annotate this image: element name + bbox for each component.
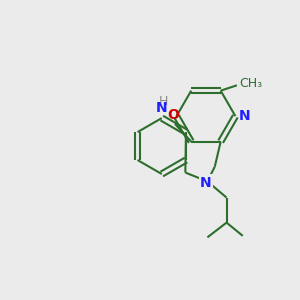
Text: CH₃: CH₃: [239, 77, 262, 90]
Text: N: N: [239, 109, 250, 123]
Text: O: O: [168, 108, 179, 122]
Text: N: N: [200, 176, 212, 190]
Text: N: N: [156, 101, 168, 115]
Text: H: H: [159, 95, 169, 108]
